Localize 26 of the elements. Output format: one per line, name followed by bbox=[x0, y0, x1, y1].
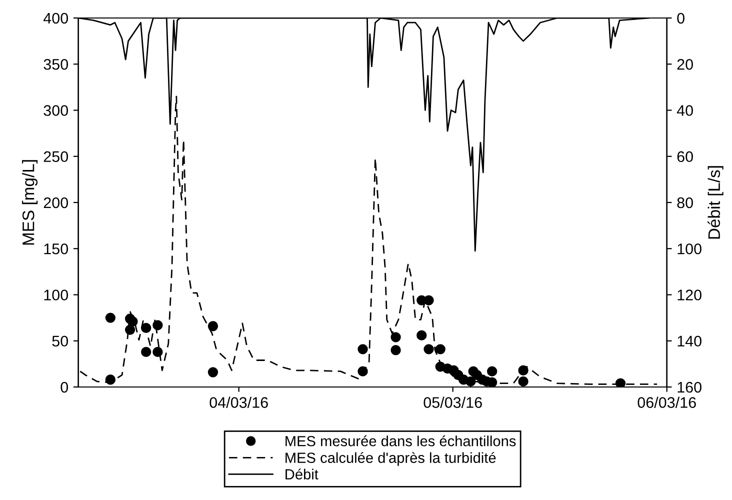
y2-tick-label: 100 bbox=[678, 243, 702, 254]
y-tick-label: 100 bbox=[44, 290, 68, 300]
y-tick-label: 150 bbox=[44, 243, 68, 254]
y-tick-label: 300 bbox=[44, 105, 68, 116]
y-tick-label: 400 bbox=[43, 12, 68, 24]
y-tick-label: 200 bbox=[44, 197, 68, 208]
y-tick-label: 250 bbox=[44, 151, 68, 162]
x-tick-label: 05/03/16 bbox=[424, 396, 482, 408]
y-tick-label: 50 bbox=[52, 336, 68, 347]
y2-axis-title: Débit [L/s] bbox=[708, 166, 724, 239]
x-tick-label: 06/03/16 bbox=[638, 396, 696, 408]
legend-label: MES mesurée dans les échantillons bbox=[286, 435, 516, 446]
y2-tick-label: 160 bbox=[678, 382, 702, 393]
y-axis-title: MES [mg/L] bbox=[22, 160, 38, 245]
y2-tick-label: 0 bbox=[677, 12, 684, 24]
y2-tick-label: 20 bbox=[677, 58, 693, 70]
y-tick-label: 0 bbox=[60, 382, 68, 393]
y2-tick-label: 140 bbox=[678, 336, 702, 347]
legend-label: MES calculée d'après la turbidité bbox=[286, 452, 496, 466]
y2-tick-label: 40 bbox=[676, 105, 693, 116]
y2-tick-label: 120 bbox=[678, 290, 702, 300]
y2-tick-label: 60 bbox=[677, 151, 693, 162]
y2-tick-label: 80 bbox=[677, 197, 693, 208]
y-tick-label: 350 bbox=[44, 58, 68, 70]
x-tick-label: 04/03/16 bbox=[210, 396, 268, 408]
legend-label: Débit bbox=[286, 468, 318, 480]
